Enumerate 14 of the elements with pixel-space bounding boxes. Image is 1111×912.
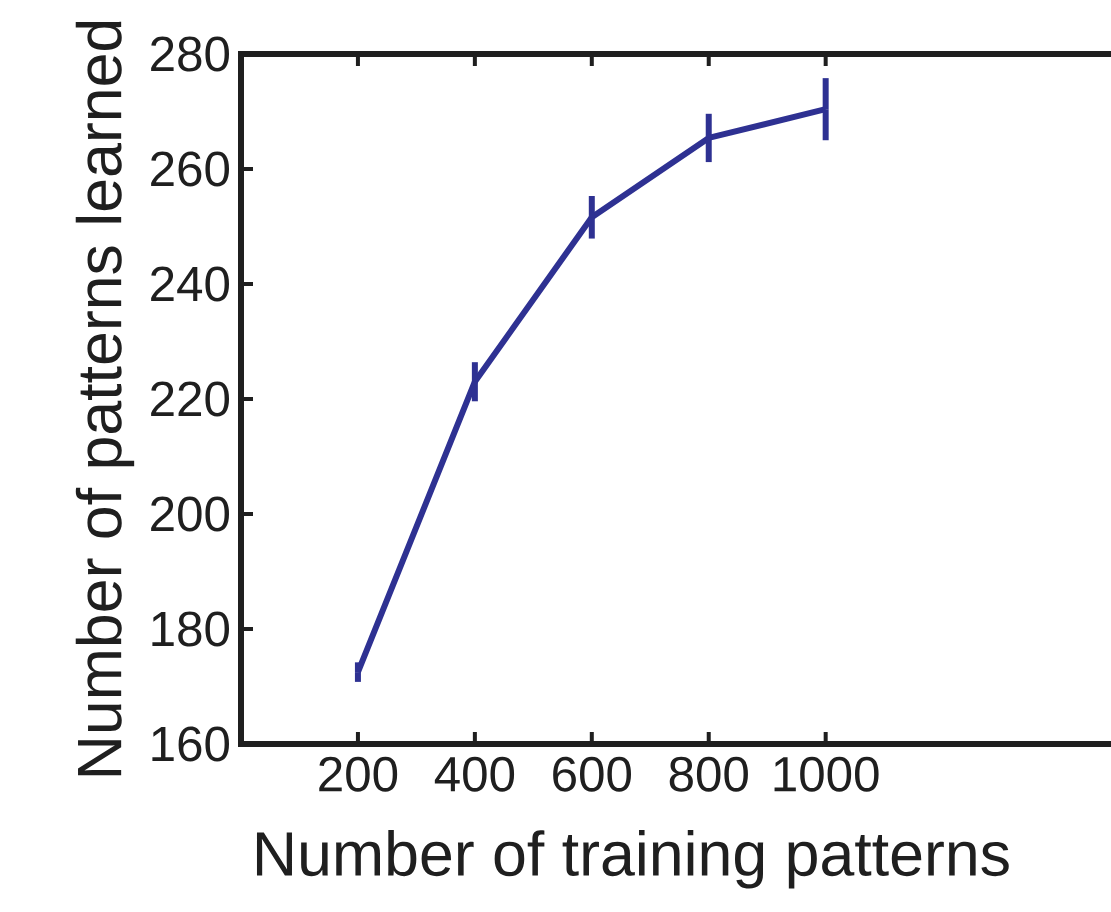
x-tick-label: 400	[434, 756, 515, 792]
x-tick-label: 600	[553, 756, 632, 792]
y-tick-label: 240	[151, 266, 230, 302]
x-tick-label: 800	[669, 756, 748, 792]
y-tick-label: 160	[152, 726, 230, 762]
y-axis-title: Number of patterns learned	[75, 21, 135, 776]
y-tick-label: 200	[151, 496, 230, 532]
y-tick-label: 180	[152, 611, 230, 647]
y-tick-label: 260	[151, 151, 230, 187]
x-tick-label: 1000	[774, 756, 879, 792]
x-tick-label: 200	[319, 756, 398, 792]
y-tick-label: 220	[151, 381, 230, 417]
y-tick-label: 280	[151, 36, 230, 72]
x-axis-title: Number of training patterns	[256, 830, 1009, 889]
